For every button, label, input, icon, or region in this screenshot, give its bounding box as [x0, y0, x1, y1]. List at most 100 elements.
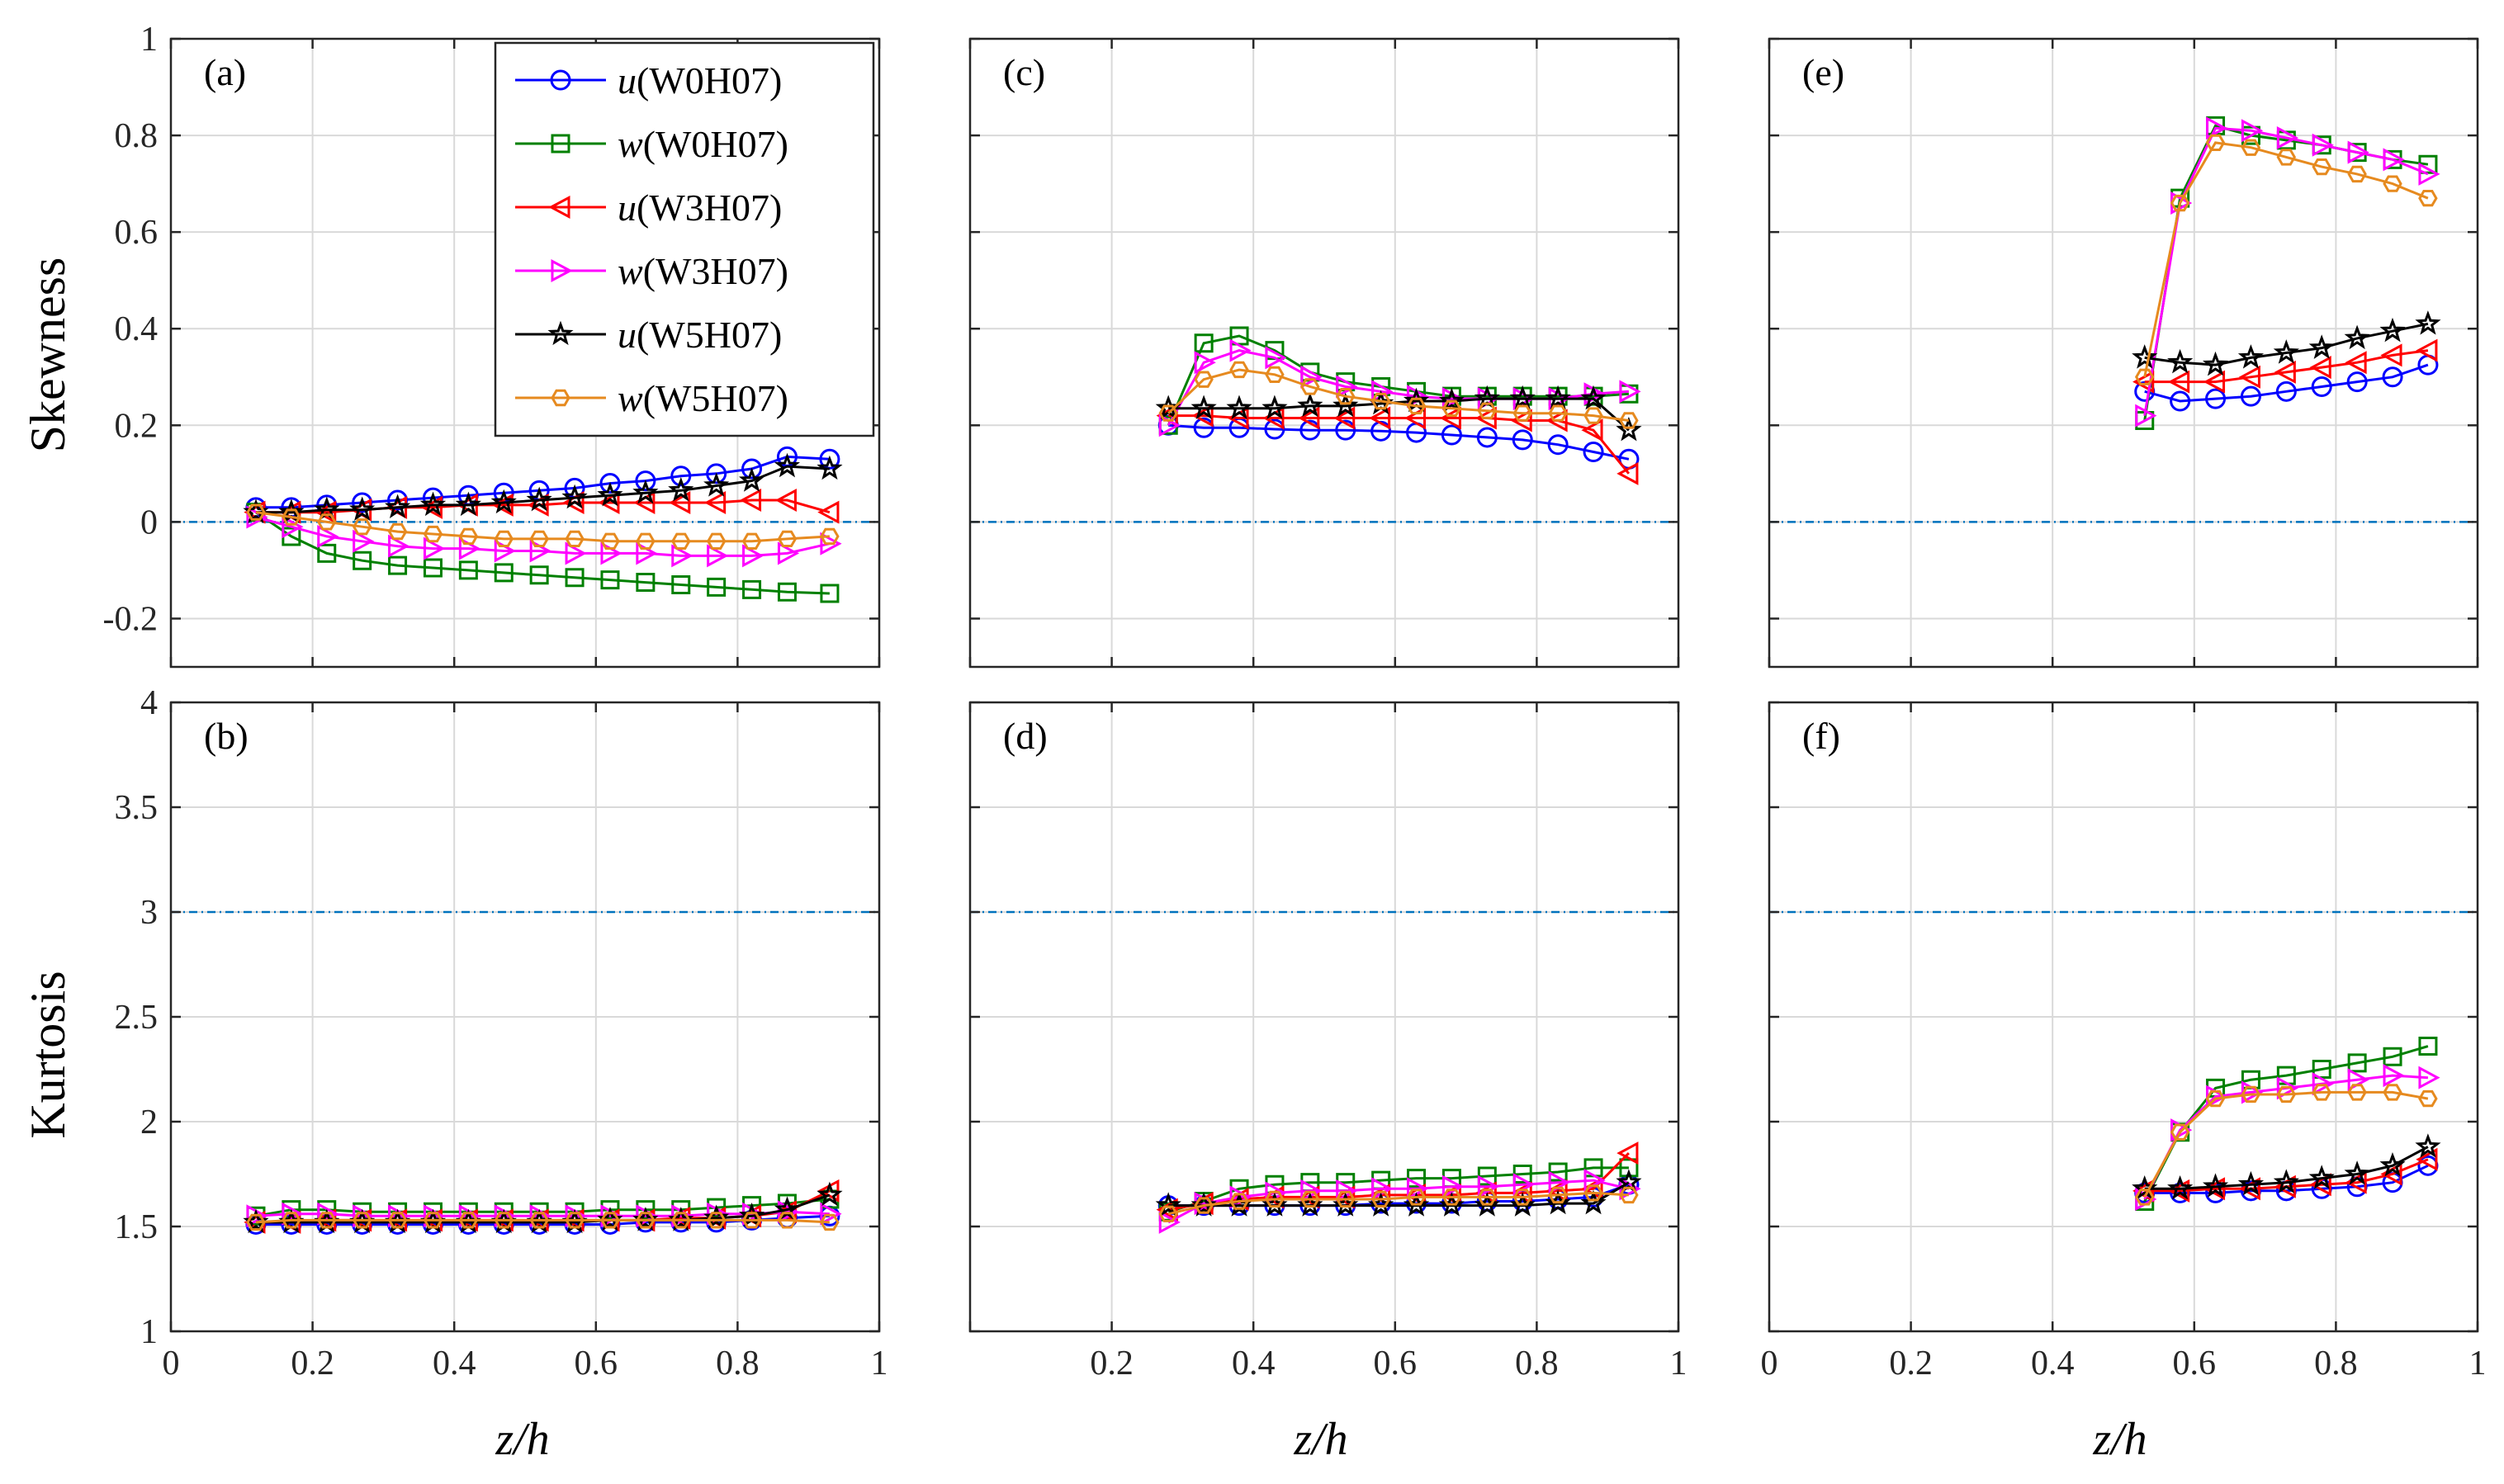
y-tick-label: 1 — [140, 21, 158, 59]
data-point — [2416, 338, 2438, 362]
series-line — [2144, 349, 2429, 384]
data-point — [420, 495, 443, 519]
y-tick-label: 0 — [140, 503, 158, 541]
x-tick-label: 0 — [1761, 1345, 1778, 1382]
data-point — [2345, 351, 2367, 375]
data-point — [2418, 190, 2438, 207]
data-point — [282, 1202, 304, 1226]
data-point — [742, 579, 762, 599]
data-point — [2308, 1165, 2335, 1189]
data-point — [2312, 1060, 2331, 1079]
series-line — [1168, 423, 1630, 461]
data-point — [1616, 1141, 1639, 1165]
data-point — [282, 515, 304, 539]
data-point — [2273, 1169, 2299, 1193]
x-axis-label-col1: z/h — [495, 1414, 549, 1465]
data-point — [1619, 1186, 1639, 1204]
data-point — [2275, 380, 2297, 402]
data-point — [565, 541, 587, 565]
star-icon — [547, 320, 574, 346]
data-point — [2206, 116, 2228, 140]
data-point — [1156, 1198, 1178, 1222]
data-point — [741, 458, 763, 480]
data-point — [2309, 356, 2331, 380]
data-point — [1332, 392, 1359, 418]
x-tick-label: 0.4 — [2031, 1345, 2075, 1382]
data-point — [741, 1212, 762, 1229]
data-point — [2312, 1084, 2331, 1101]
data-point — [384, 494, 411, 519]
series-u_W5H07 — [2132, 1133, 2441, 1200]
data-point — [1226, 395, 1252, 420]
data-point — [817, 455, 843, 480]
legend-var: u — [618, 59, 637, 102]
data-point — [2132, 344, 2158, 369]
data-point — [777, 582, 797, 602]
data-point — [2167, 348, 2194, 374]
legend-case: (W3H07) — [643, 250, 788, 292]
data-point — [777, 1212, 798, 1229]
data-point — [2380, 343, 2402, 367]
data-point — [706, 463, 727, 484]
data-point — [1583, 407, 1603, 424]
data-point — [387, 1212, 408, 1229]
data-point — [1441, 424, 1462, 446]
panel-label: (a) — [204, 51, 246, 93]
data-point — [2237, 1170, 2265, 1196]
x-tick-label: 0.2 — [1889, 1345, 1933, 1382]
data-point — [669, 490, 691, 514]
data-point — [494, 1212, 514, 1229]
data-point — [2382, 366, 2403, 388]
data-point — [1509, 385, 1536, 410]
data-point — [671, 574, 691, 594]
y-tick-label: 4 — [140, 684, 158, 722]
series-line — [2144, 322, 2429, 366]
data-point — [2344, 1160, 2370, 1185]
x-tick-label: 0.2 — [291, 1345, 334, 1382]
data-point — [2383, 1084, 2402, 1101]
legend-label: u(W3H07) — [618, 187, 782, 229]
axes-frame — [169, 37, 881, 669]
data-point — [1512, 429, 1533, 451]
legend-entry: u(W3H07) — [515, 187, 782, 229]
series-line — [2144, 363, 2429, 403]
data-point — [1616, 416, 1642, 442]
data-point — [817, 500, 840, 524]
data-point — [2167, 370, 2190, 394]
legend-var: w — [618, 250, 643, 292]
data-point — [2347, 1053, 2367, 1073]
legend-var: u — [618, 314, 637, 356]
data-point — [1370, 1190, 1391, 1208]
data-point — [2418, 1089, 2438, 1108]
data-point — [2167, 1175, 2194, 1200]
legend-entry: w(W0H07) — [515, 123, 788, 165]
x-tick-label: 1 — [871, 1345, 888, 1382]
data-point — [1406, 1189, 1427, 1206]
data-point — [419, 491, 447, 517]
data-point — [2309, 1173, 2331, 1197]
data-point — [1441, 1174, 1465, 1198]
data-point — [820, 1202, 842, 1226]
data-point — [349, 496, 376, 522]
data-point — [600, 532, 620, 550]
legend-label: w(W0H07) — [618, 123, 788, 165]
data-point — [1300, 378, 1320, 395]
data-point — [2312, 133, 2334, 157]
x-tick-label: 0.8 — [716, 1345, 760, 1382]
data-point — [2237, 344, 2265, 369]
data-point — [1476, 427, 1498, 448]
data-point — [1265, 1190, 1285, 1208]
data-point — [282, 1212, 301, 1229]
x-axis-labels: z/h z/h z/h — [495, 1414, 2147, 1465]
panel-label: (b) — [204, 715, 249, 757]
data-point — [2344, 324, 2370, 350]
panel-label: (f) — [1802, 715, 1840, 757]
data-point — [707, 577, 727, 597]
data-point — [565, 568, 585, 588]
series-line — [2143, 141, 2429, 378]
data-point — [494, 563, 514, 583]
x-tick-label: 0.8 — [1515, 1345, 1559, 1382]
y-axis-label-skewness: Skewness — [21, 258, 75, 453]
legend-case: (W0H07) — [643, 123, 788, 165]
series-line — [256, 465, 830, 514]
